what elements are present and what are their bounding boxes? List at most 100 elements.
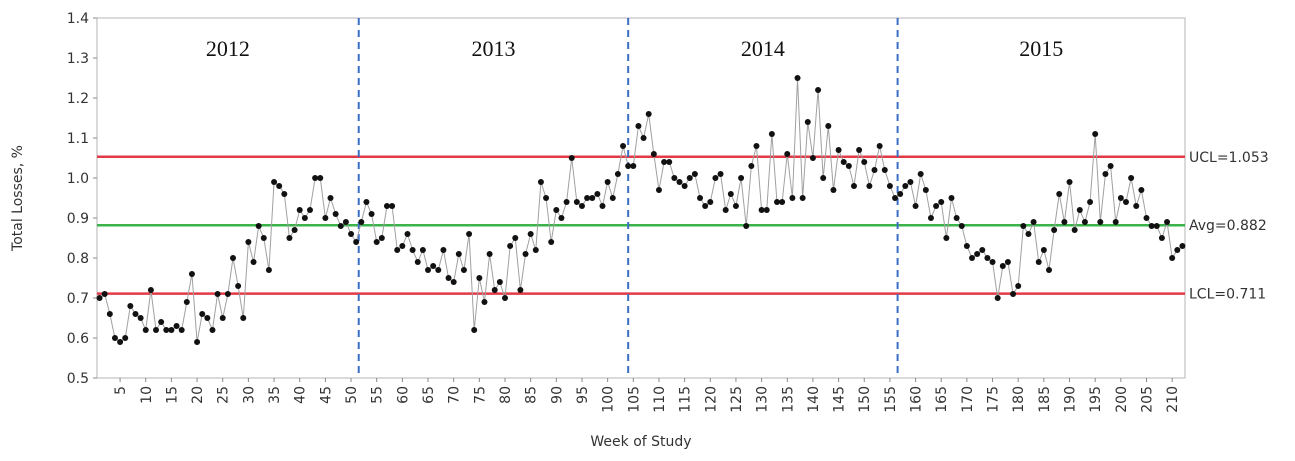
y-tick-label: 1.2 — [67, 91, 89, 107]
x-tick-label: 170 — [960, 386, 976, 413]
data-point — [147, 287, 154, 293]
data-point — [573, 199, 580, 205]
data-point — [460, 267, 467, 273]
data-point — [886, 183, 893, 189]
data-point — [486, 251, 493, 257]
data-point — [383, 203, 390, 209]
data-point — [306, 207, 313, 213]
data-point — [681, 183, 688, 189]
data-point — [666, 159, 673, 165]
data-point — [984, 255, 991, 261]
y-tick-label: 1.0 — [67, 171, 89, 187]
data-point — [322, 215, 329, 221]
data-point — [892, 195, 899, 201]
data-point — [979, 247, 986, 253]
data-point — [809, 155, 816, 161]
data-point — [943, 235, 950, 241]
data-point — [168, 327, 175, 333]
data-point — [394, 247, 401, 253]
data-point — [609, 195, 616, 201]
data-point — [106, 311, 113, 317]
data-point — [758, 207, 765, 213]
data-point — [686, 175, 693, 181]
x-tick-label: 100 — [601, 386, 617, 413]
x-tick-label: 115 — [678, 386, 694, 413]
data-point — [1097, 219, 1104, 225]
data-point — [327, 195, 334, 201]
x-tick-label: 110 — [652, 386, 668, 413]
data-point — [1010, 291, 1017, 297]
data-point — [799, 195, 806, 201]
data-point — [691, 171, 698, 177]
x-tick-label: 185 — [1037, 386, 1053, 413]
data-point — [1128, 175, 1135, 181]
data-point — [255, 223, 262, 229]
data-point — [378, 235, 385, 241]
data-point — [840, 159, 847, 165]
data-point — [96, 295, 103, 301]
data-point — [522, 251, 529, 257]
data-point — [527, 231, 534, 237]
data-point — [568, 155, 575, 161]
data-point — [563, 199, 570, 205]
data-point — [1015, 283, 1022, 289]
data-point — [496, 279, 503, 285]
data-point — [876, 143, 883, 149]
data-point — [866, 183, 873, 189]
data-point — [815, 87, 822, 93]
data-point — [994, 295, 1001, 301]
data-point — [1102, 171, 1109, 177]
data-point — [430, 263, 437, 269]
data-point — [1092, 131, 1099, 137]
data-point — [1122, 199, 1129, 205]
data-point — [584, 195, 591, 201]
data-point — [594, 191, 601, 197]
data-point — [230, 255, 236, 261]
data-point — [722, 207, 729, 213]
data-point — [368, 211, 375, 217]
data-point — [358, 219, 365, 225]
data-point — [1046, 267, 1052, 273]
data-point — [707, 199, 714, 205]
data-point — [117, 339, 124, 345]
data-point — [850, 183, 857, 189]
data-point — [578, 203, 585, 209]
data-point — [142, 327, 149, 333]
control-line-label: Avg=0.882 — [1189, 218, 1267, 234]
data-point — [332, 211, 339, 217]
x-tick-label: 30 — [241, 386, 257, 404]
data-point — [753, 143, 760, 149]
data-point — [933, 203, 940, 209]
data-point — [235, 283, 242, 289]
data-point — [881, 167, 888, 173]
data-point — [856, 147, 863, 153]
data-point — [604, 179, 611, 185]
data-point — [835, 147, 842, 153]
data-point — [389, 203, 396, 209]
data-point — [214, 291, 221, 297]
data-point — [804, 119, 811, 125]
data-point — [948, 195, 955, 201]
data-point — [625, 163, 632, 169]
x-tick-label: 50 — [344, 386, 360, 404]
x-tick-label: 25 — [216, 386, 232, 404]
data-point — [1153, 223, 1160, 229]
data-point — [455, 251, 462, 257]
data-point — [589, 195, 596, 201]
data-point — [1004, 259, 1011, 265]
data-point — [471, 327, 478, 333]
data-point — [712, 175, 719, 181]
data-point — [784, 151, 791, 157]
data-point — [794, 75, 801, 81]
data-point — [250, 259, 257, 265]
data-point — [281, 191, 288, 197]
x-tick-label: 45 — [318, 386, 334, 404]
data-point — [779, 199, 786, 205]
data-point — [902, 183, 909, 189]
data-point — [989, 259, 996, 265]
x-tick-label: 155 — [883, 386, 899, 413]
y-tick-label: 1.3 — [67, 51, 89, 67]
data-point — [1035, 259, 1042, 265]
data-point — [101, 291, 108, 297]
